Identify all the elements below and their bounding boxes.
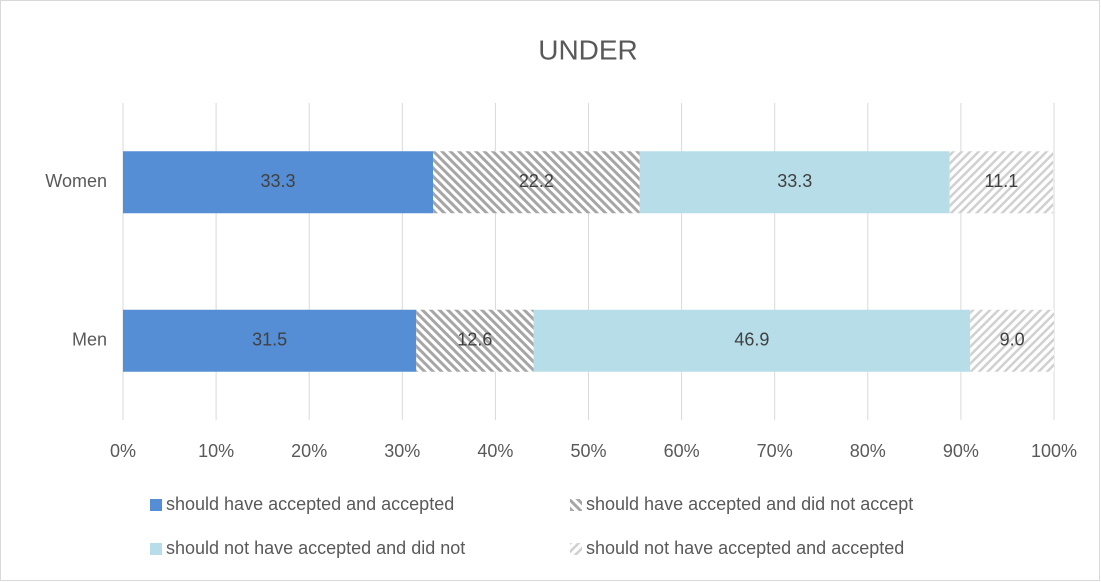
data-label: 12.6 [457, 330, 492, 350]
bar-segment [123, 309, 417, 372]
data-label: 9.0 [1000, 330, 1025, 350]
legend-marker [570, 499, 582, 511]
legend-label: should not have accepted and accepted [586, 538, 904, 558]
x-tick-label: 30% [384, 441, 420, 461]
x-tick-label: 90% [943, 441, 979, 461]
x-tick-label: 60% [664, 441, 700, 461]
x-tick-label: 80% [850, 441, 886, 461]
legend-marker [570, 543, 582, 555]
legend-label: should have accepted and did not accept [586, 494, 913, 514]
data-label: 46.9 [734, 330, 769, 350]
data-label: 31.5 [252, 330, 287, 350]
x-tick-label: 0% [110, 441, 136, 461]
legend-marker [150, 499, 162, 511]
data-label: 33.3 [777, 171, 812, 191]
legend-label: should have accepted and accepted [166, 494, 454, 514]
x-tick-label: 20% [291, 441, 327, 461]
x-tick-label: 70% [757, 441, 793, 461]
y-tick-label: Women [45, 171, 107, 191]
bar-segment [416, 309, 534, 372]
data-label: 22.2 [519, 171, 554, 191]
legend-label: should not have accepted and did not [166, 538, 465, 558]
data-label: 33.3 [260, 171, 295, 191]
data-label: 11.1 [985, 171, 1019, 191]
bar-segment [949, 151, 1054, 214]
x-tick-label: 40% [477, 441, 513, 461]
y-tick-label: Men [72, 330, 107, 350]
bar-segment [970, 309, 1054, 372]
x-tick-label: 100% [1031, 441, 1077, 461]
bar-segment [433, 151, 640, 214]
legend-marker [150, 543, 162, 555]
bar-segment [533, 309, 971, 372]
x-tick-label: 10% [198, 441, 234, 461]
bar-segment [639, 151, 950, 214]
x-tick-label: 50% [570, 441, 606, 461]
chart-title: UNDER [538, 34, 638, 65]
bar-segment [123, 151, 434, 214]
